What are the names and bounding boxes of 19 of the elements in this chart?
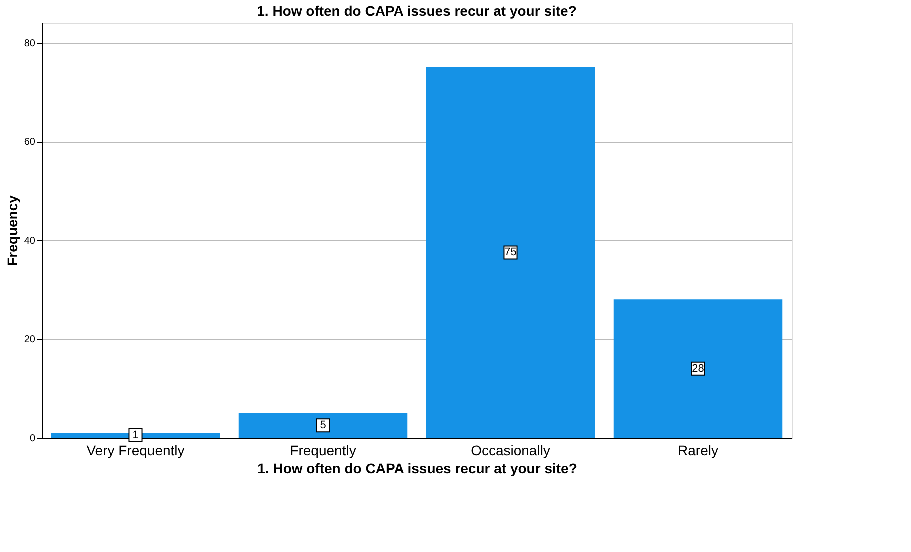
data-label: 28 [692, 362, 704, 375]
y-axis-title: Frequency [4, 195, 20, 266]
y-tick-label: 20 [24, 334, 36, 346]
x-tick-label: Rarely [678, 442, 718, 458]
chart-title: 1. How often do CAPA issues recur at your site? [257, 3, 577, 19]
x-tick-label: Very Frequently [86, 442, 185, 458]
x-tick-label: Occasionally [471, 442, 550, 458]
x-tick-label: Frequently [290, 442, 356, 458]
data-label: 75 [504, 246, 517, 259]
y-tick-label: 0 [30, 434, 36, 444]
bar [238, 413, 408, 438]
data-label: 1 [132, 430, 139, 442]
bar [614, 300, 783, 438]
x-axis-title: 1. How often do CAPA issues recur at your site? [258, 460, 578, 476]
data-label: 5 [320, 420, 326, 432]
bar [426, 67, 596, 438]
y-tick-label: 80 [24, 38, 36, 50]
y-tick-label: 40 [24, 236, 36, 247]
y-tick-label: 60 [24, 137, 36, 148]
